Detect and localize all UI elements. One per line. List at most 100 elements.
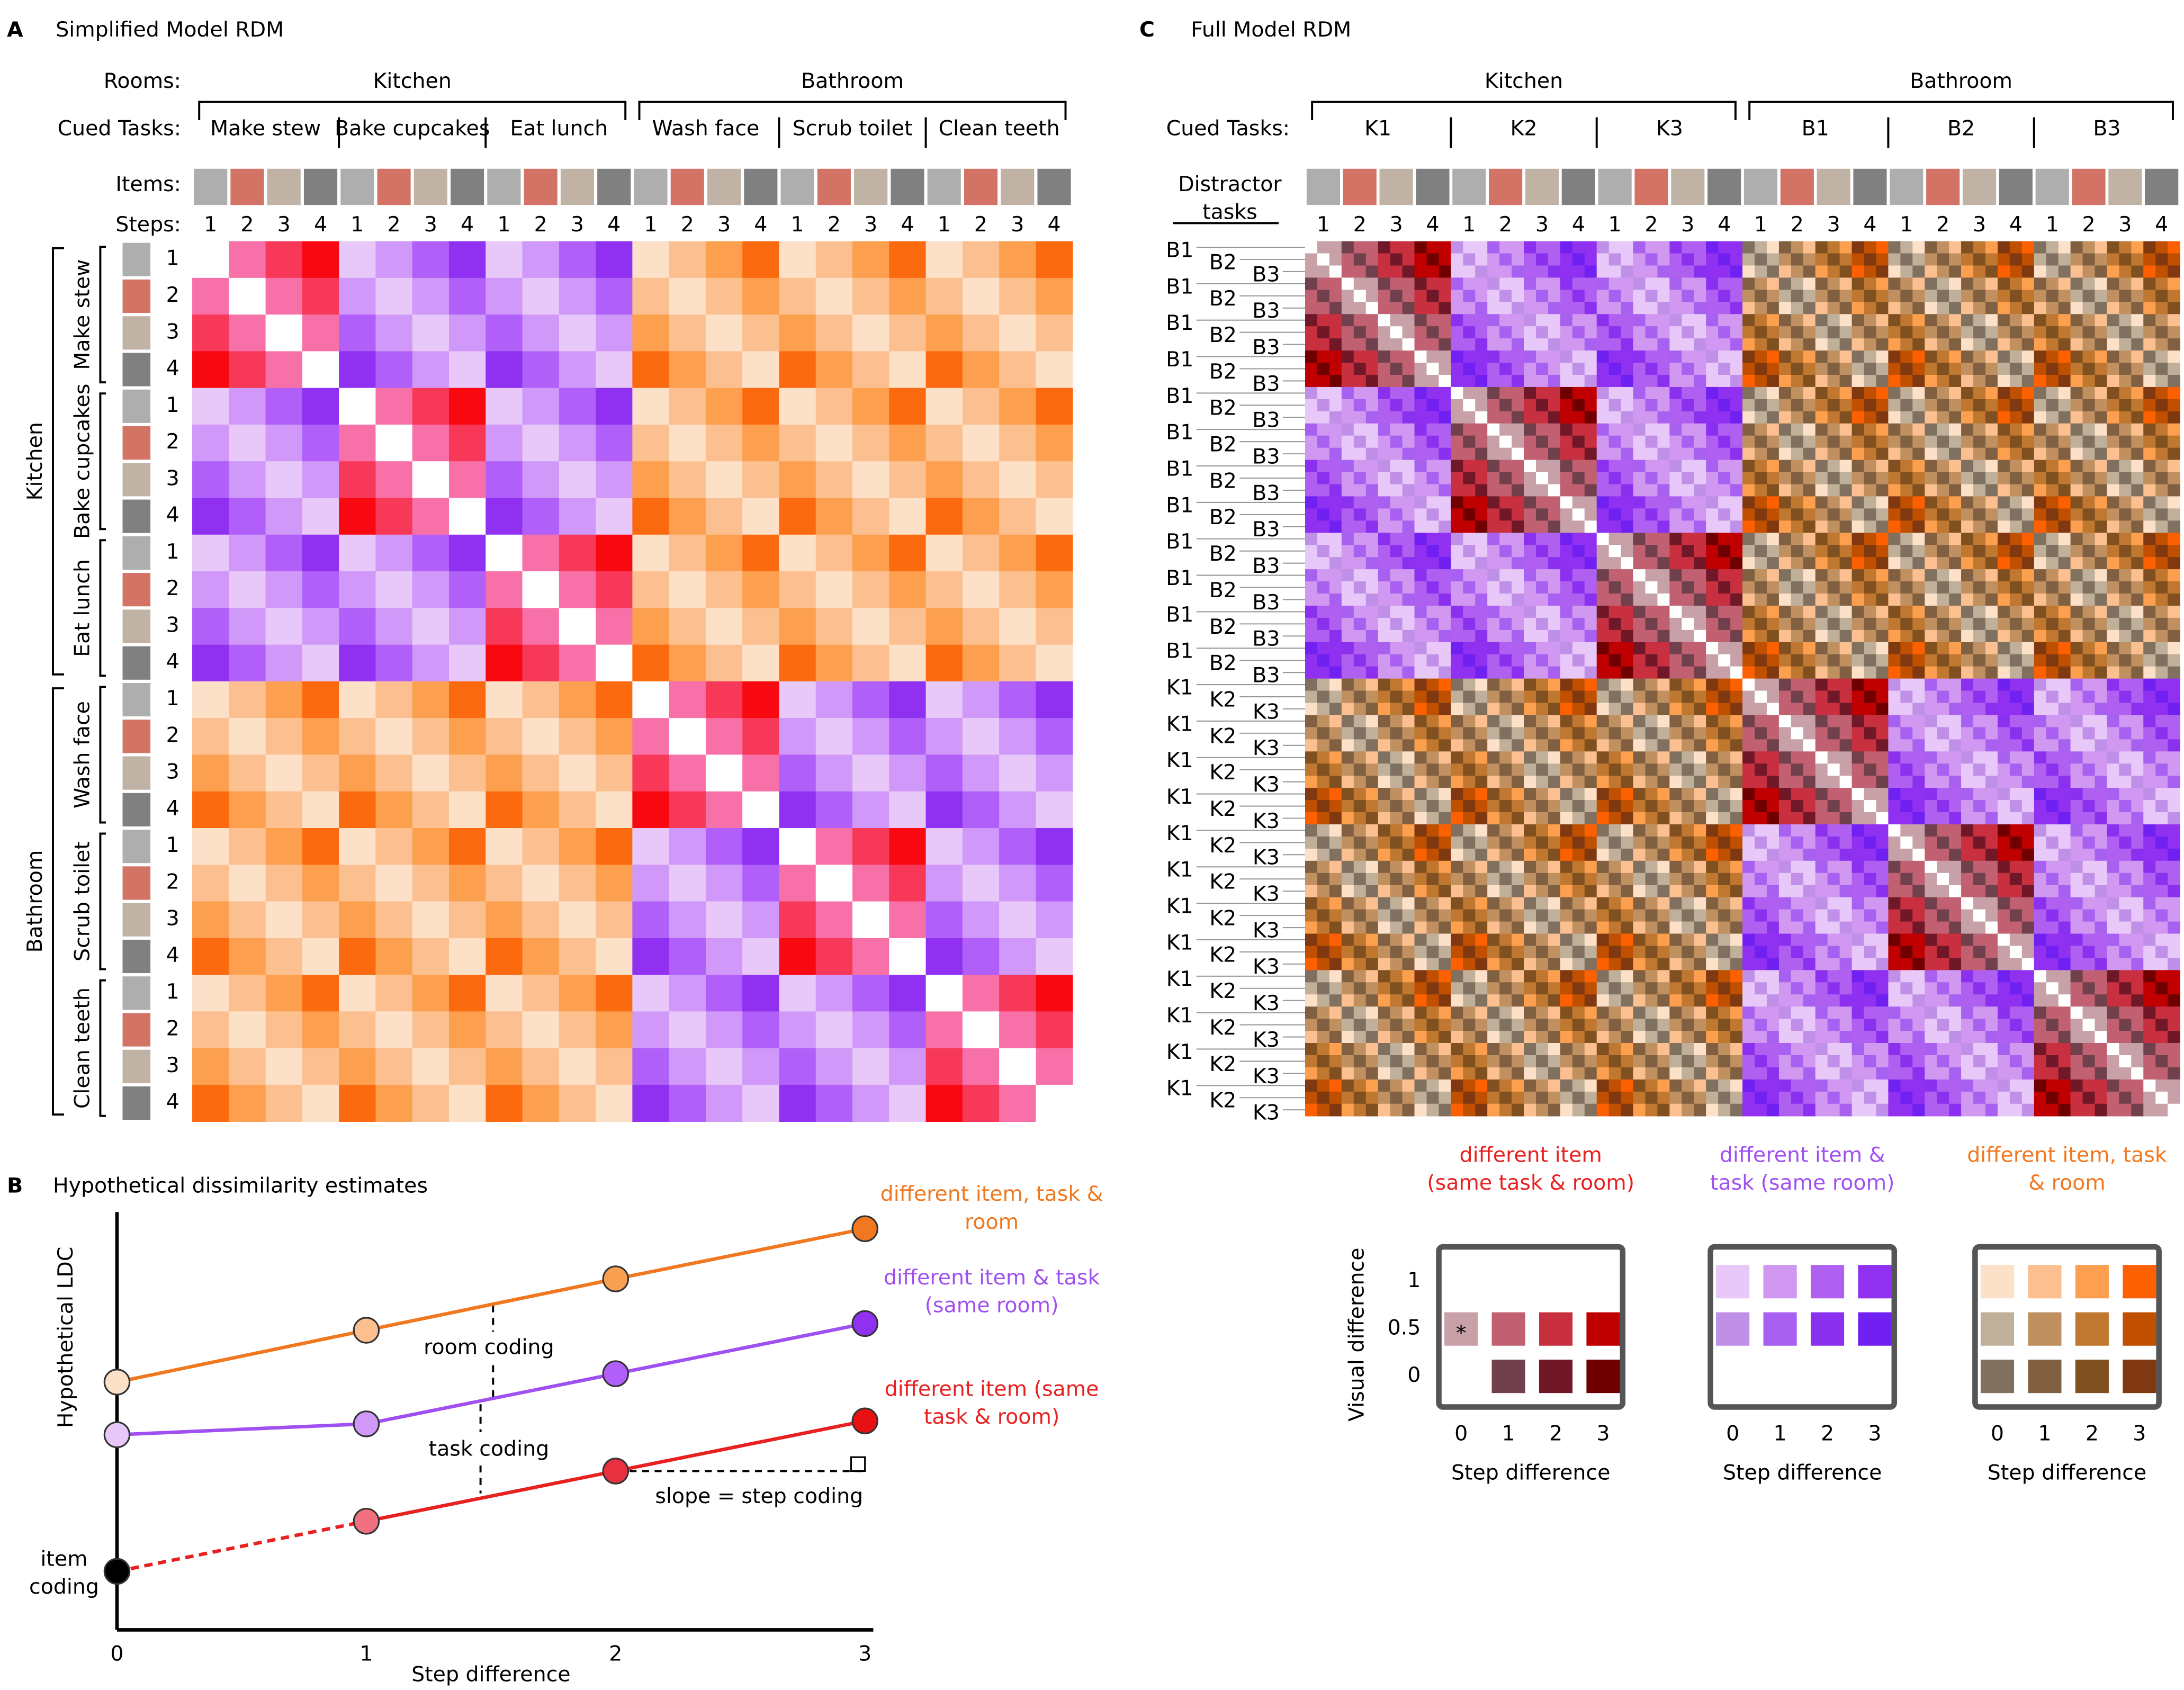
cell (1512, 885, 1524, 898)
cell (1937, 448, 1949, 461)
cell (2155, 265, 2168, 278)
cell (2143, 338, 2156, 351)
cell (1815, 776, 1828, 788)
cell (2168, 910, 2180, 922)
cell (1779, 715, 1792, 727)
cell (523, 938, 560, 975)
cell (1779, 873, 1792, 886)
cell (1487, 800, 1500, 813)
cell (926, 681, 963, 718)
cell (1767, 350, 1779, 363)
cell (2131, 751, 2144, 764)
cell (1354, 812, 1367, 825)
cell (1779, 533, 1792, 545)
cell (1645, 581, 1658, 594)
cell (1985, 363, 1998, 375)
cell (2143, 751, 2156, 764)
cell (1669, 520, 1682, 533)
cell (669, 461, 706, 498)
cell (1585, 606, 1597, 618)
cell (1475, 277, 1488, 290)
cell (1390, 277, 1403, 290)
cell (266, 792, 303, 829)
cell (2131, 873, 2144, 886)
cell (2034, 411, 2047, 424)
cell (1985, 508, 1998, 521)
cell (1415, 496, 1427, 509)
cell (1548, 630, 1561, 643)
cell (2083, 326, 2096, 339)
cell (1621, 703, 1634, 716)
cell (2168, 654, 2180, 667)
cell (1536, 654, 1549, 667)
cell (1487, 679, 1500, 691)
cell (192, 535, 229, 572)
cell (1560, 667, 1573, 679)
cell (559, 278, 596, 315)
cell (1645, 618, 1658, 631)
cell (1451, 606, 1463, 618)
cell (1317, 715, 1330, 727)
cell (1876, 460, 1889, 473)
cell (1900, 314, 1913, 327)
cell (1390, 812, 1403, 825)
cell (1912, 618, 1925, 631)
cell (1803, 642, 1816, 655)
cell (1633, 302, 1646, 314)
cell (2119, 424, 2132, 436)
cell (1949, 290, 1962, 302)
cell (2083, 265, 2096, 278)
cell (1451, 594, 1463, 606)
cell (2046, 581, 2059, 594)
cell (1585, 424, 1597, 436)
cell (1706, 642, 1719, 655)
cell (412, 278, 450, 315)
cell (1718, 849, 1731, 861)
cell (1925, 824, 1937, 837)
cell (2143, 314, 2156, 327)
cell (1342, 824, 1354, 837)
cell (1682, 581, 1694, 594)
cell (1864, 703, 1877, 716)
step-label: 3 (2118, 212, 2132, 237)
cell (302, 241, 339, 278)
cell (1536, 338, 1549, 351)
cell (1961, 290, 1974, 302)
cell (1585, 254, 1597, 266)
cell (559, 1011, 596, 1048)
cell (2107, 642, 2119, 655)
cell (2071, 837, 2083, 849)
cell (2155, 727, 2168, 740)
cell (1366, 849, 1379, 861)
cell (1876, 411, 1889, 424)
cell (1426, 849, 1439, 861)
cell (1900, 569, 1913, 582)
cell (2143, 763, 2156, 776)
cell (926, 902, 963, 939)
cell (1439, 667, 1451, 679)
task-label: Bake cupcakes (70, 384, 94, 539)
cell (2131, 812, 2144, 825)
cell (1390, 338, 1403, 351)
cell (2131, 788, 2144, 801)
cell (1645, 545, 1658, 558)
cell (1876, 897, 1889, 910)
cell (1426, 326, 1439, 339)
cell (2131, 618, 2144, 631)
cell (2010, 824, 2023, 837)
header-label: Cued Tasks: (58, 116, 181, 141)
cell (1718, 254, 1731, 266)
cell (1755, 290, 1767, 302)
cell (1706, 314, 1719, 327)
cell (2119, 557, 2132, 570)
cell (1718, 472, 1731, 485)
cell (1888, 277, 1901, 290)
cell (1378, 533, 1391, 545)
cell (1864, 399, 1877, 412)
cell (2119, 715, 2132, 727)
cell (1415, 739, 1427, 752)
cell (1597, 763, 1610, 776)
cell (779, 388, 816, 425)
item-image (744, 169, 777, 205)
cell (1985, 545, 1998, 558)
